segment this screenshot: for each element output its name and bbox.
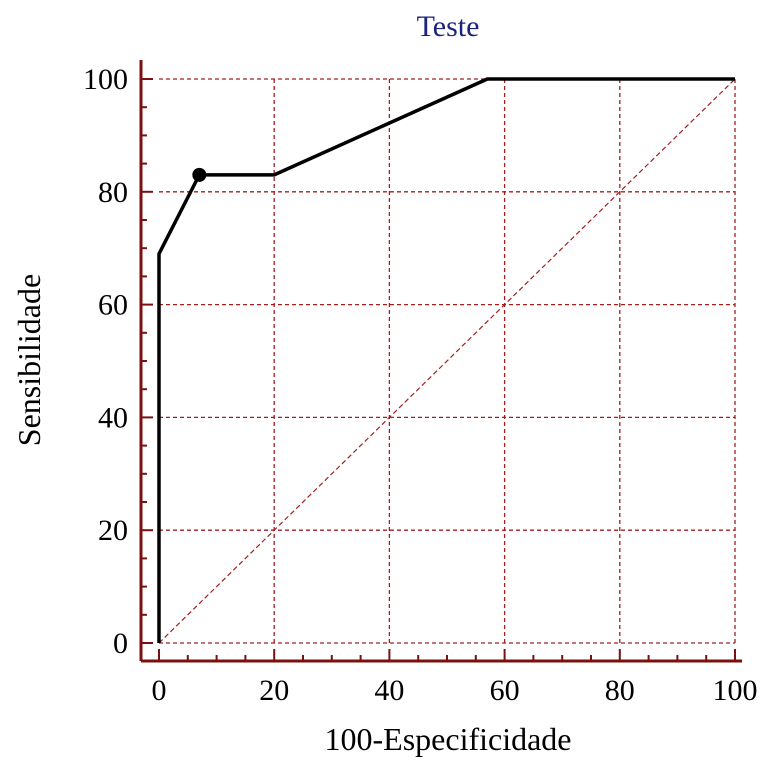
optimal-point-marker [192,167,207,182]
roc-curve-line [157,77,735,643]
x-tick-label: 60 [490,674,520,707]
y-tick-label: 0 [113,627,128,660]
tick-labels: 0 20 40 60 80 100 0 20 40 60 80 100 [83,63,758,707]
y-tick-label: 40 [98,401,128,434]
reference-diagonal-line [158,78,736,644]
x-tick-label: 0 [152,674,167,707]
x-tick-label: 20 [259,674,289,707]
chart-title: Teste [417,10,480,43]
x-tick-label: 40 [374,674,404,707]
x-axis-label: 100-Especificidade [325,721,572,757]
series-layer [157,77,736,644]
y-axis-label: Sensibilidade [11,274,47,446]
axes [139,60,742,663]
y-tick-label: 80 [98,176,128,209]
x-tick-label: 80 [605,674,635,707]
y-tick-label: 100 [83,63,128,96]
y-tick-label: 60 [98,289,128,322]
y-tick-label: 20 [98,514,128,547]
x-tick-label: 100 [713,674,758,707]
